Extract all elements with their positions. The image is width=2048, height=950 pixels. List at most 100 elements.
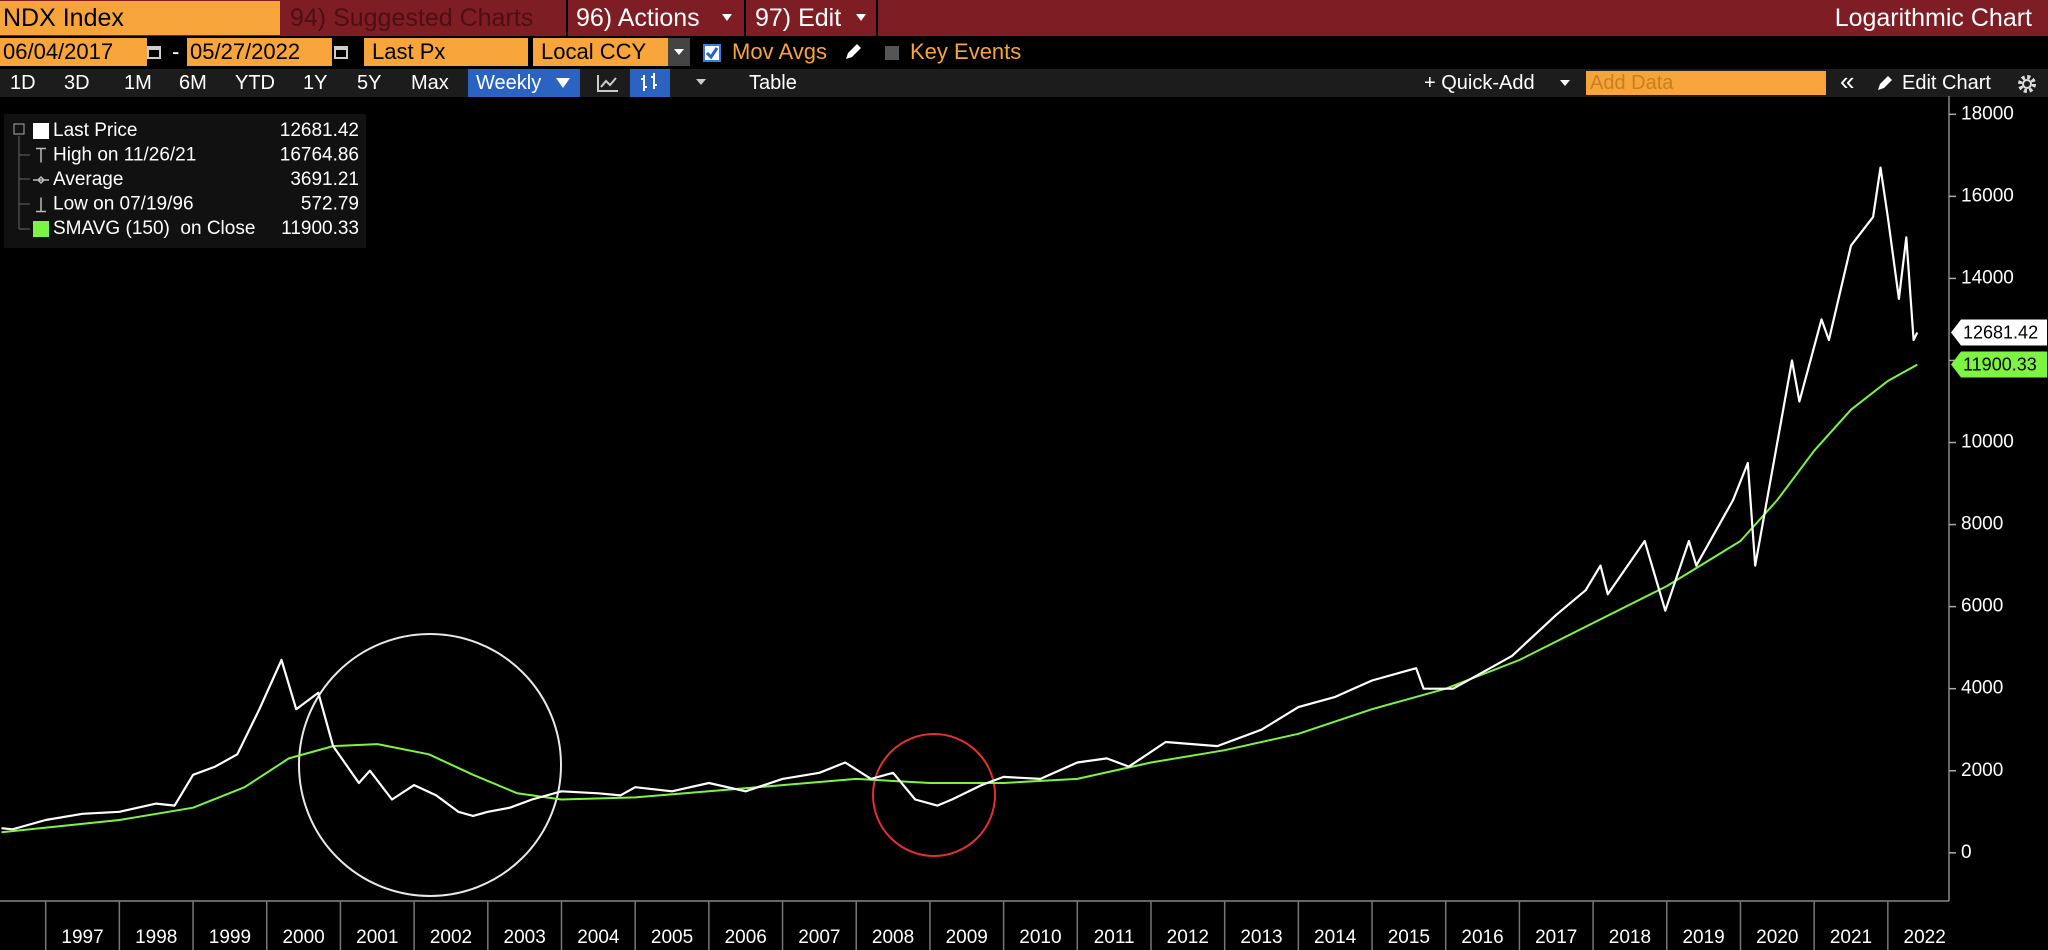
calendar-icon[interactable] [334,45,348,59]
y-tick-label: 0 [1961,842,1972,863]
legend-box [4,114,366,248]
legend-value: 12681.42 [280,120,359,141]
pencil-icon [1878,76,1892,90]
x-tick-label: 2010 [1019,927,1061,948]
x-tick-label: 2021 [1830,927,1872,948]
x-tick-label: 2019 [1682,927,1724,948]
currency-selector[interactable]: Local CCY [533,38,673,66]
x-tick-label: 2015 [1388,927,1430,948]
x-tick-label: 2008 [872,927,914,948]
last-value-tag [1951,319,2047,346]
legend-high-icon [36,147,46,163]
x-tick-label: 2005 [651,927,693,948]
table-button[interactable]: Table [749,72,797,94]
y-tick-label: 4000 [1961,678,2003,699]
x-tick-label: 2000 [282,927,324,948]
toolbar: Weekly Table + Quick-Add Add Data « Edit… [0,66,2048,97]
mov-avgs-checkbox[interactable] [703,44,721,62]
x-tick-label: 2022 [1904,927,1946,948]
legend-label: Last Price [53,120,137,141]
legend-average-icon [33,175,49,185]
date-separator: - [172,39,180,64]
chart-mode-title: Logarithmic Chart [1834,4,2032,32]
x-tick-label: 2006 [725,927,767,948]
x-tick-label: 2004 [577,927,620,948]
frequency-label[interactable]: Weekly [476,72,542,94]
x-tick-label: 1999 [209,927,251,948]
quick-add-button[interactable]: + Quick-Add [1424,72,1535,94]
x-tick-label: 1997 [61,927,103,948]
suggested-charts-menu[interactable]: 94) Suggested Charts [290,4,534,32]
edit-menu[interactable]: 97) Edit [755,4,842,32]
y-tick-label: 18000 [1961,103,2014,124]
edit-chart-button[interactable]: Edit Chart [1902,72,1991,94]
start-date-field[interactable]: 06/04/2017 [0,38,147,66]
legend-label: SMAVG (150) on Close [53,218,255,239]
key-events-label[interactable]: Key Events [910,39,1022,64]
y-tick-label: 2000 [1961,760,2003,781]
x-tick-label: 2001 [356,927,398,948]
period-button[interactable]: 1Y [303,72,328,94]
x-tick-label: 2016 [1461,927,1503,948]
legend-label: High on 11/26/21 [53,145,196,166]
x-tick-label: 2012 [1167,927,1209,948]
x-tick-label: 2017 [1535,927,1577,948]
settings-bar: 06/04/2017 - 05/27/2022 Last Px Local CC… [0,36,2048,69]
period-button[interactable]: 1D [10,72,36,94]
period-button[interactable]: 5Y [357,72,382,94]
legend-label: Average [53,169,123,190]
ticker-field[interactable]: NDX Index [0,1,280,35]
line-chart-icon[interactable] [596,73,620,93]
bar-chart-button[interactable] [630,69,670,97]
dropdown-arrow [1560,80,1570,86]
period-button[interactable]: 3D [64,72,90,94]
legend-value: 3691.21 [290,169,359,190]
collapse-button[interactable]: « [1840,66,1855,96]
dropdown-button[interactable] [668,38,690,66]
calendar-icon[interactable] [147,45,161,59]
x-tick-label: 2013 [1240,927,1282,948]
field-selector[interactable]: Last Px [364,38,528,66]
y-tick-label: 6000 [1961,596,2003,617]
dropdown-arrow [556,78,570,88]
legend-low-icon [36,197,46,213]
title-bar: NDX Index 94) Suggested Charts 96) Actio… [0,0,2048,36]
dropdown-arrow [722,14,732,21]
price-line [1,166,1919,831]
settings-gear[interactable] [2016,73,2038,95]
annotation-circle [872,733,996,857]
add-data-placeholder[interactable]: Add Data [1590,72,1674,94]
x-tick-label: 2011 [1094,927,1135,948]
pencil-icon[interactable] [843,42,863,62]
x-tick-label: 2014 [1314,927,1357,948]
legend-value: 16764.86 [280,145,359,166]
y-tick-label: 14000 [1961,267,2014,288]
separator [744,0,746,36]
annotation-circle [298,633,562,897]
y-tick-label: 10000 [1961,432,2014,453]
last-value-tag [1951,351,2047,378]
last-value-label: 11900.33 [1963,354,2037,374]
period-button[interactable]: Max [411,72,449,94]
end-date-field[interactable]: 05/27/2022 [187,38,332,66]
period-button[interactable]: 6M [179,72,207,94]
legend-value: 572.79 [301,194,359,215]
y-tick-label: 8000 [1961,514,2003,535]
legend-value: 11900.33 [281,218,359,239]
legend-swatch [33,221,49,237]
mov-avgs-label[interactable]: Mov Avgs [732,39,827,64]
separator [566,0,568,36]
x-tick-label: 2009 [946,927,988,948]
last-value-label: 12681.42 [1963,322,2038,342]
legend-tree [18,136,30,230]
add-data-input[interactable] [1586,71,1826,95]
period-button[interactable]: YTD [235,72,275,94]
separator [876,0,878,36]
legend-label: Low on 07/19/96 [53,194,194,215]
key-events-checkbox[interactable] [884,45,900,61]
actions-menu[interactable]: 96) Actions [576,4,700,32]
period-button[interactable]: 1M [124,72,152,94]
dropdown-arrow[interactable] [696,79,708,87]
